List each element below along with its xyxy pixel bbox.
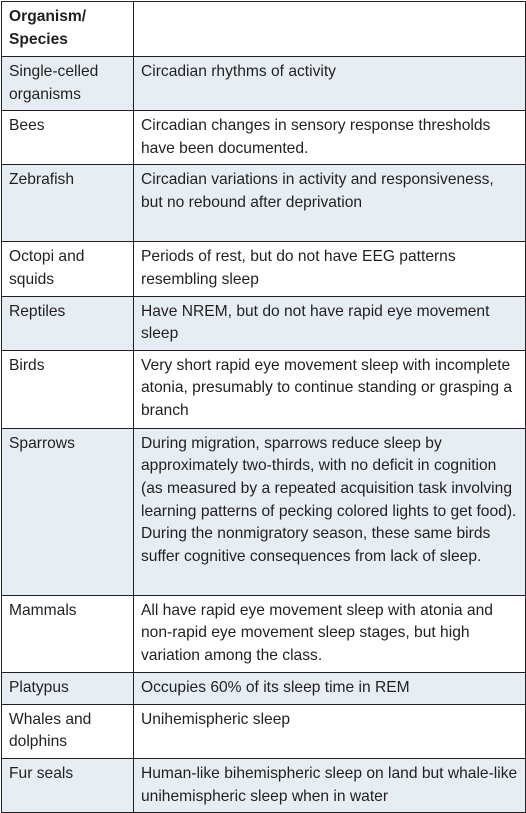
organism-cell: Zebrafish — [1, 164, 134, 243]
description-cell: All have rapid eye movement sleep with a… — [133, 594, 526, 673]
table-row: Mammals All have rapid eye movement sleep… — [1, 594, 526, 673]
description-cell: Have NREM, but do not have rapid eye mov… — [133, 295, 526, 351]
organism-cell: Sparrows — [1, 427, 134, 596]
header-organism-species: Organism/ Species — [1, 1, 134, 57]
organism-cell: Platypus — [1, 671, 134, 705]
table-row: Platypus Occupies 60% of its sleep time i… — [1, 671, 526, 705]
description-cell: Circadian changes in sensory response th… — [133, 110, 526, 166]
description-cell: Human-like bihemispheric sleep on land b… — [133, 757, 526, 813]
table-row: Fur seals Human-like bihemispheric sleep … — [1, 757, 526, 813]
table-header-row: Organism/ Species — [1, 1, 526, 57]
description-cell: Occupies 60% of its sleep time in REM — [133, 671, 526, 705]
organism-cell: Mammals — [1, 594, 134, 673]
table-row: Single-celled organisms Circadian rhythms… — [1, 55, 526, 112]
description-cell: Circadian rhythms of activity — [133, 55, 526, 112]
organism-cell: Whales and dolphins — [1, 703, 134, 759]
organism-cell: Fur seals — [1, 757, 134, 813]
table-body: Single-celled organisms Circadian rhythms… — [1, 55, 526, 813]
organism-cell: Single-celled organisms — [1, 55, 134, 112]
table-row: Birds Very short rapid eye movement sleep… — [1, 349, 526, 429]
organism-cell: Octopi and squids — [1, 241, 134, 297]
table-row: Reptiles Have NREM, but do not have rapid… — [1, 295, 526, 351]
table-row: Bees Circadian changes in sensory respons… — [1, 110, 526, 166]
description-cell: Very short rapid eye movement sleep with… — [133, 349, 526, 429]
organism-cell: Reptiles — [1, 295, 134, 351]
table-row: Octopi and squids Periods of rest, but do… — [1, 241, 526, 297]
organism-cell: Birds — [1, 349, 134, 429]
table-row: Zebrafish Circadian variations in activit… — [1, 164, 526, 243]
description-cell: Circadian variations in activity and res… — [133, 164, 526, 243]
table-row: Sparrows During migration, sparrows reduc… — [1, 427, 526, 596]
organism-cell: Bees — [1, 110, 134, 166]
description-cell: Periods of rest, but do not have EEG pat… — [133, 241, 526, 297]
description-cell: During migration, sparrows reduce sleep … — [133, 427, 526, 596]
header-description — [133, 1, 526, 57]
description-cell: Unihemispheric sleep — [133, 703, 526, 759]
table-row: Whales and dolphins Unihemispheric sleep — [1, 703, 526, 759]
